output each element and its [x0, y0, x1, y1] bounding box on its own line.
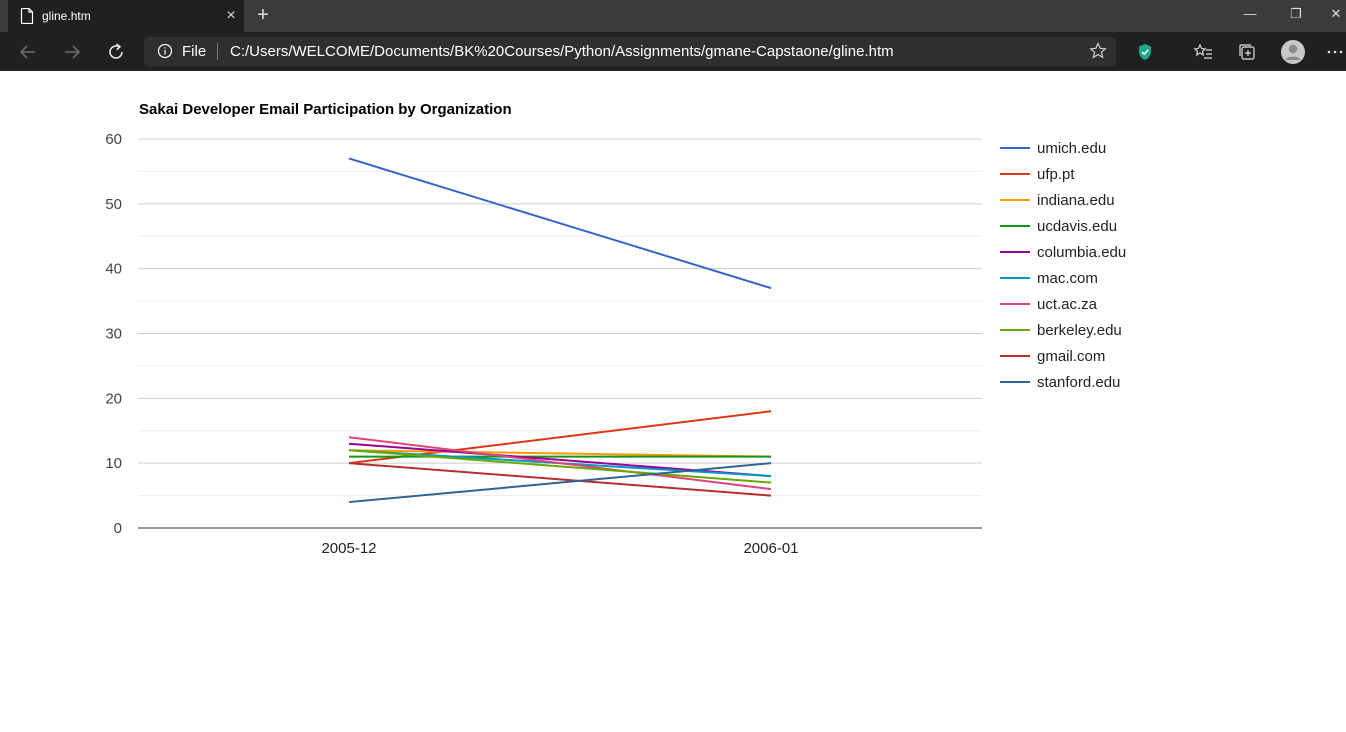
browser-toolbar: File C:/Users/WELCOME/Documents/BK%20Cou…: [0, 32, 1346, 71]
collections-icon[interactable]: [1236, 41, 1258, 63]
address-divider: [217, 43, 218, 60]
refresh-icon[interactable]: [104, 40, 128, 64]
forward-icon[interactable]: [60, 40, 84, 64]
legend-label[interactable]: indiana.edu: [1037, 192, 1115, 209]
close-window-button[interactable]: ✕: [1330, 6, 1342, 21]
back-icon[interactable]: [16, 40, 40, 64]
star-icon[interactable]: [1088, 41, 1108, 61]
y-tick-label: 20: [105, 390, 122, 407]
line-chart: Sakai Developer Email Participation by O…: [105, 101, 1126, 557]
page-icon: [20, 8, 34, 24]
restore-button[interactable]: ❐: [1290, 6, 1302, 21]
legend-label[interactable]: ufp.pt: [1037, 166, 1075, 183]
address-bar[interactable]: File C:/Users/WELCOME/Documents/BK%20Cou…: [144, 37, 1116, 66]
favorites-icon[interactable]: [1192, 41, 1214, 63]
legend-label[interactable]: ucdavis.edu: [1037, 218, 1117, 235]
y-tick-label: 30: [105, 326, 122, 343]
series-line-umich-edu[interactable]: [348, 157, 772, 290]
series-line-columbia-edu[interactable]: [348, 442, 772, 478]
legend-label[interactable]: columbia.edu: [1037, 244, 1126, 261]
y-tick-label: 40: [105, 261, 122, 278]
y-tick-label: 10: [105, 455, 122, 472]
tab-close-icon[interactable]: ×: [226, 7, 236, 24]
legend-label[interactable]: mac.com: [1037, 270, 1098, 287]
legend-label[interactable]: umich.edu: [1037, 140, 1106, 157]
series-line-gmail-com[interactable]: [348, 462, 772, 497]
legend-label[interactable]: gmail.com: [1037, 348, 1105, 365]
tab-bar: gline.htm × + — ❐ ✕: [0, 0, 1346, 32]
series-line-berkeley-edu[interactable]: [348, 449, 772, 484]
tab-title: gline.htm: [42, 9, 91, 23]
url-text[interactable]: C:/Users/WELCOME/Documents/BK%20Courses/…: [230, 43, 894, 60]
scheme-label: File: [182, 43, 207, 60]
series-line-indiana-edu[interactable]: [348, 449, 772, 458]
y-tick-label: 0: [114, 520, 122, 537]
y-tick-label: 50: [105, 196, 122, 213]
browser-tab[interactable]: gline.htm ×: [8, 0, 244, 32]
chart-title: Sakai Developer Email Participation by O…: [139, 101, 512, 118]
minimize-button[interactable]: —: [1243, 6, 1257, 21]
profile-avatar-icon[interactable]: [1280, 39, 1306, 65]
series-line-stanford-edu[interactable]: [348, 462, 772, 504]
legend-label[interactable]: uct.ac.za: [1037, 296, 1098, 313]
more-icon[interactable]: [1326, 41, 1344, 63]
series-line-uct-ac-za[interactable]: [348, 436, 772, 491]
x-tick-label: 2005-12: [321, 540, 376, 557]
y-tick-label: 60: [105, 131, 122, 148]
info-icon[interactable]: [157, 43, 173, 59]
new-tab-button[interactable]: +: [257, 4, 269, 26]
chart-area: Sakai Developer Email Participation by O…: [0, 71, 1346, 727]
x-tick-label: 2006-01: [743, 540, 798, 557]
legend-label[interactable]: berkeley.edu: [1037, 322, 1122, 339]
shield-extension-icon[interactable]: [1134, 41, 1156, 63]
legend-label[interactable]: stanford.edu: [1037, 374, 1120, 391]
